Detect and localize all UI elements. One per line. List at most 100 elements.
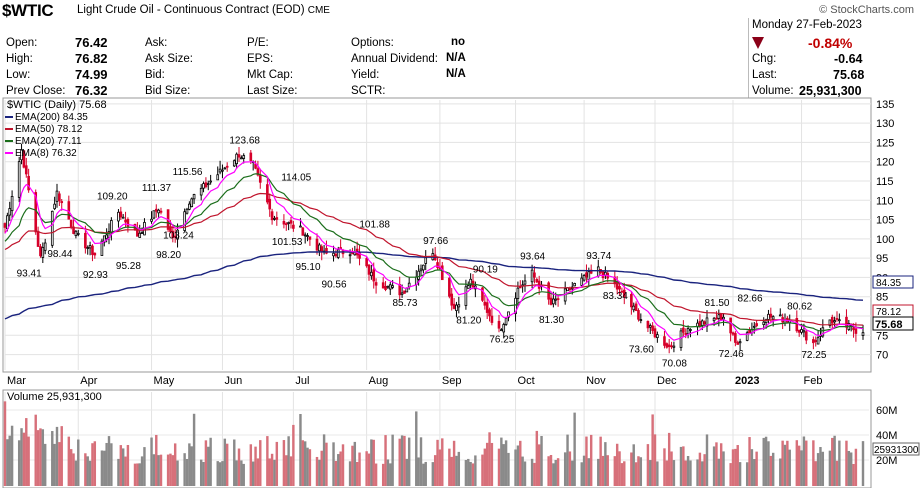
volume-bar: [537, 444, 541, 486]
price-label: 81.20: [456, 315, 481, 326]
candle-body: [72, 226, 75, 234]
candle-body: [367, 264, 371, 275]
volume-bar: [55, 426, 59, 486]
volume-bar: [204, 440, 208, 486]
candle-body: [778, 314, 782, 317]
candle-body: [483, 301, 487, 306]
volume-bar: [795, 440, 799, 486]
volume-bar: [748, 437, 751, 486]
candle-body: [712, 317, 716, 322]
candle-body: [745, 332, 749, 341]
x-tick-label: Nov: [586, 375, 606, 387]
candle-body: [334, 253, 338, 257]
volume-bar: [630, 452, 633, 486]
stockcharts-watermark[interactable]: © StockCharts.com: [819, 4, 914, 16]
volume-bar: [701, 461, 704, 486]
candle-body: [485, 302, 489, 313]
volume-bar: [400, 435, 404, 486]
volume-bar: [556, 458, 560, 486]
yield-value: N/A: [446, 68, 466, 80]
candle-body: [105, 234, 108, 240]
candle-body: [852, 327, 855, 331]
price-label: 93.74: [586, 251, 611, 262]
volume-bar: [618, 451, 621, 486]
candle-body: [682, 327, 685, 333]
volume-bar: [438, 449, 442, 486]
symbol[interactable]: $WTIC: [2, 1, 54, 20]
volume-bar: [367, 453, 371, 486]
candle-body: [235, 153, 238, 165]
candle-body: [10, 195, 14, 212]
volume-bar: [847, 450, 851, 486]
x-tick-label: Aug: [369, 375, 389, 387]
volume-bar: [159, 454, 163, 486]
candle-body: [55, 190, 59, 202]
candle-body: [282, 221, 286, 225]
volume-bar: [235, 460, 238, 486]
volume-bar: [717, 458, 721, 486]
candle-body: [722, 316, 725, 320]
volume-bar: [133, 463, 137, 486]
volume-bar: [74, 460, 78, 486]
volume-bar: [452, 440, 456, 486]
candle-body: [507, 311, 510, 318]
volume-bar: [597, 458, 600, 486]
candle-body: [8, 208, 12, 216]
candle-body: [27, 175, 30, 191]
volume-bar: [199, 459, 203, 486]
candle-body: [318, 244, 321, 252]
volume-bar: [337, 454, 340, 486]
volume-bar: [53, 443, 56, 486]
candle-body: [183, 211, 186, 231]
ask-label: Ask:: [145, 37, 168, 49]
volume-bar: [568, 451, 572, 486]
candle-body: [656, 334, 659, 338]
y-tick-label: 105: [876, 215, 894, 227]
price-label: 111.37: [142, 183, 172, 194]
volume-bar: [764, 436, 768, 486]
volume-bar: [266, 436, 269, 486]
volume-bar: [519, 440, 522, 486]
candle-body: [622, 289, 626, 298]
candle-body: [117, 211, 120, 222]
ema200-line: [4, 251, 864, 320]
price-label: 90.19: [473, 265, 498, 276]
candle-body: [422, 264, 425, 271]
candle-body: [828, 319, 832, 326]
volume-bar: [268, 458, 271, 486]
volume-bar: [623, 461, 626, 486]
candle-body: [530, 269, 534, 283]
prev-close-value: 76.32: [75, 83, 108, 98]
volume-bar: [535, 430, 539, 486]
volume-bar: [606, 455, 609, 486]
candle-body: [157, 209, 160, 214]
volume-bar: [417, 457, 420, 486]
candle-body: [332, 252, 335, 257]
volume-bar: [469, 461, 472, 486]
volume-bar: [325, 442, 328, 486]
volume-bar: [672, 460, 676, 486]
volume-bar: [415, 411, 418, 486]
candle-body: [140, 232, 144, 234]
volume-bar: [389, 463, 392, 486]
volume-bar: [58, 442, 61, 486]
volume-bar: [549, 454, 553, 486]
x-tick-label: Sep: [442, 375, 462, 387]
candle-body: [620, 290, 624, 293]
volume-bar: [828, 450, 832, 486]
candle-body: [490, 315, 494, 323]
candle-body: [185, 208, 189, 214]
price-label: 101.53: [272, 237, 303, 248]
volume-bar: [6, 439, 9, 486]
candle-body: [514, 297, 517, 315]
candle-body: [41, 247, 45, 258]
candle-body: [854, 328, 858, 334]
candle-body: [287, 222, 290, 224]
volume-bar: [403, 435, 406, 486]
volume-bar: [8, 435, 11, 486]
candle-body: [679, 330, 683, 348]
candle-body: [221, 169, 224, 172]
low-label: Low:: [6, 69, 31, 81]
volume-bar: [407, 437, 411, 486]
price-label: 81.30: [539, 315, 564, 326]
